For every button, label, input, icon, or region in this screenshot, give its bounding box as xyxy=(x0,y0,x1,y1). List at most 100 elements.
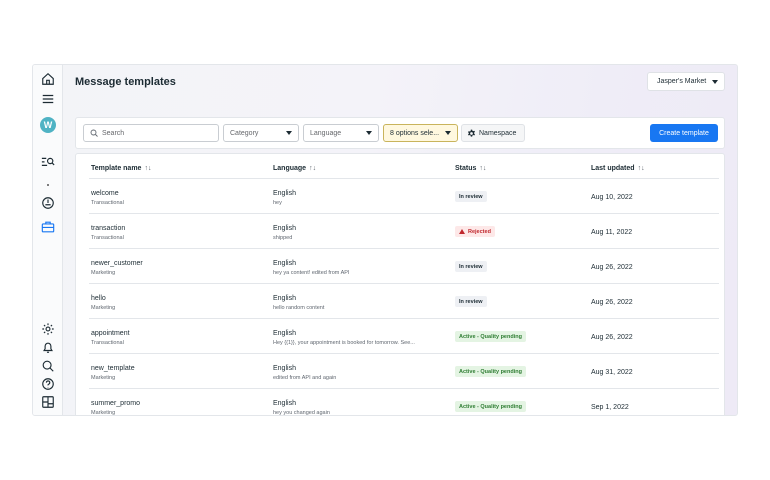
table-row[interactable]: welcome Transactional English hey In review A… xyxy=(89,178,719,213)
template-preview: shipped xyxy=(273,235,293,241)
template-preview: hello random content xyxy=(273,305,325,311)
table-row[interactable]: transaction Transactional English shipped Re… xyxy=(89,213,719,248)
template-category: Marketing xyxy=(91,410,116,416)
last-updated: Aug 26, 2022 xyxy=(591,334,633,341)
template-category: Marketing xyxy=(91,305,116,311)
list-search-icon[interactable] xyxy=(40,153,56,169)
caret-down-icon xyxy=(712,80,718,84)
clock-icon[interactable] xyxy=(40,195,56,211)
template-language: English xyxy=(273,365,296,372)
status-badge: Active - Quality pending xyxy=(455,366,526,377)
namespace-button[interactable]: Namespace xyxy=(461,124,525,142)
app-window: W Message templates Jasper's Market xyxy=(32,64,738,416)
options-dropdown[interactable]: 8 options sele... xyxy=(383,124,458,142)
warning-icon xyxy=(459,229,465,234)
caret-down-icon xyxy=(445,131,451,135)
template-language: English xyxy=(273,190,296,197)
status-text: Active - Quality pending xyxy=(459,368,522,375)
avatar[interactable]: W xyxy=(40,117,56,133)
template-category: Transactional xyxy=(91,235,124,241)
separator-dot xyxy=(47,184,49,186)
caret-down-icon xyxy=(366,131,372,135)
template-category: Transactional xyxy=(91,200,124,206)
status-badge: Active - Quality pending xyxy=(455,331,526,342)
briefcase-icon[interactable] xyxy=(40,219,56,235)
search-placeholder: Search xyxy=(102,129,125,137)
table-row[interactable]: hello Marketing English hello random conten… xyxy=(89,283,719,318)
account-selector[interactable]: Jasper's Market xyxy=(647,72,725,91)
caret-down-icon xyxy=(286,131,292,135)
template-name[interactable]: transaction xyxy=(91,225,126,232)
template-preview: hey ya content! edited from API xyxy=(273,270,350,276)
language-label: Language xyxy=(310,129,342,137)
status-badge: In review xyxy=(455,261,487,272)
template-preview: hey you changed again xyxy=(273,410,330,416)
template-language: English xyxy=(273,260,296,267)
template-category: Transactional xyxy=(91,340,124,346)
last-updated: Aug 11, 2022 xyxy=(591,229,633,236)
column-header-updated[interactable]: Last updated ↑↓ xyxy=(591,165,645,172)
template-language: English xyxy=(273,295,296,302)
template-name[interactable]: appointment xyxy=(91,330,130,337)
account-name: Jasper's Market xyxy=(657,78,707,85)
table-row[interactable]: new_template Marketing English edited from … xyxy=(89,353,719,388)
template-language: English xyxy=(273,400,296,407)
category-label: Category xyxy=(230,129,259,137)
column-header-status[interactable]: Status ↑↓ xyxy=(455,165,487,172)
status-badge: Active - Quality pending xyxy=(455,401,526,412)
table-header: Template name ↑↓ Language ↑↓ Status ↑↓ Last… xyxy=(76,154,724,184)
sidebar-rail: W xyxy=(33,65,63,415)
status-badge: Rejected xyxy=(455,226,495,237)
gear-icon xyxy=(468,129,475,137)
status-text: Active - Quality pending xyxy=(459,333,522,340)
last-updated: Aug 26, 2022 xyxy=(591,299,633,306)
search-icon xyxy=(90,129,98,137)
status-text: In review xyxy=(459,193,483,200)
sort-icon: ↑↓ xyxy=(144,165,152,172)
table-row[interactable]: newer_customer Marketing English hey ya con… xyxy=(89,248,719,283)
layout-icon[interactable] xyxy=(40,394,56,410)
language-dropdown[interactable]: Language xyxy=(303,124,379,142)
search-icon[interactable] xyxy=(40,358,56,374)
last-updated: Sep 1, 2022 xyxy=(591,404,629,411)
status-badge: In review xyxy=(455,191,487,202)
search-input[interactable]: Search xyxy=(83,124,219,142)
table-row[interactable]: summer_promo Marketing English hey you chan… xyxy=(89,388,719,416)
sort-icon: ↑↓ xyxy=(309,165,317,172)
status-text: Rejected xyxy=(468,228,491,235)
sort-icon: ↑↓ xyxy=(479,165,487,172)
templates-table: Template name ↑↓ Language ↑↓ Status ↑↓ Last… xyxy=(75,153,725,416)
template-category: Marketing xyxy=(91,375,116,381)
category-dropdown[interactable]: Category xyxy=(223,124,299,142)
column-header-name[interactable]: Template name ↑↓ xyxy=(91,165,152,172)
template-preview: edited from API and again xyxy=(273,375,337,381)
bell-icon[interactable] xyxy=(40,339,56,355)
namespace-label: Namespace xyxy=(479,129,517,137)
status-text: In review xyxy=(459,263,483,270)
last-updated: Aug 31, 2022 xyxy=(591,369,633,376)
status-badge: In review xyxy=(455,296,487,307)
template-name[interactable]: welcome xyxy=(91,190,119,197)
last-updated: Aug 10, 2022 xyxy=(591,194,633,201)
sort-icon: ↑↓ xyxy=(637,165,645,172)
template-language: English xyxy=(273,330,296,337)
template-name[interactable]: new_template xyxy=(91,365,135,372)
home-icon[interactable] xyxy=(40,71,56,87)
create-template-button[interactable]: Create template xyxy=(650,124,718,142)
template-name[interactable]: hello xyxy=(91,295,106,302)
template-preview: Hey {{1}}, your appointment is booked fo… xyxy=(273,340,415,346)
gear-icon[interactable] xyxy=(40,321,56,337)
template-category: Marketing xyxy=(91,270,116,276)
help-icon[interactable] xyxy=(40,376,56,392)
template-name[interactable]: summer_promo xyxy=(91,400,141,407)
template-name[interactable]: newer_customer xyxy=(91,260,143,267)
table-row[interactable]: appointment Transactional English Hey {{1}}… xyxy=(89,318,719,353)
template-preview: hey xyxy=(273,200,282,206)
template-language: English xyxy=(273,225,296,232)
column-header-language[interactable]: Language ↑↓ xyxy=(273,165,317,172)
menu-icon[interactable] xyxy=(40,91,56,107)
filter-bar: Search Category Language 8 options sele.… xyxy=(75,117,725,149)
options-label: 8 options sele... xyxy=(390,129,440,137)
status-text: In review xyxy=(459,298,483,305)
last-updated: Aug 26, 2022 xyxy=(591,264,633,271)
